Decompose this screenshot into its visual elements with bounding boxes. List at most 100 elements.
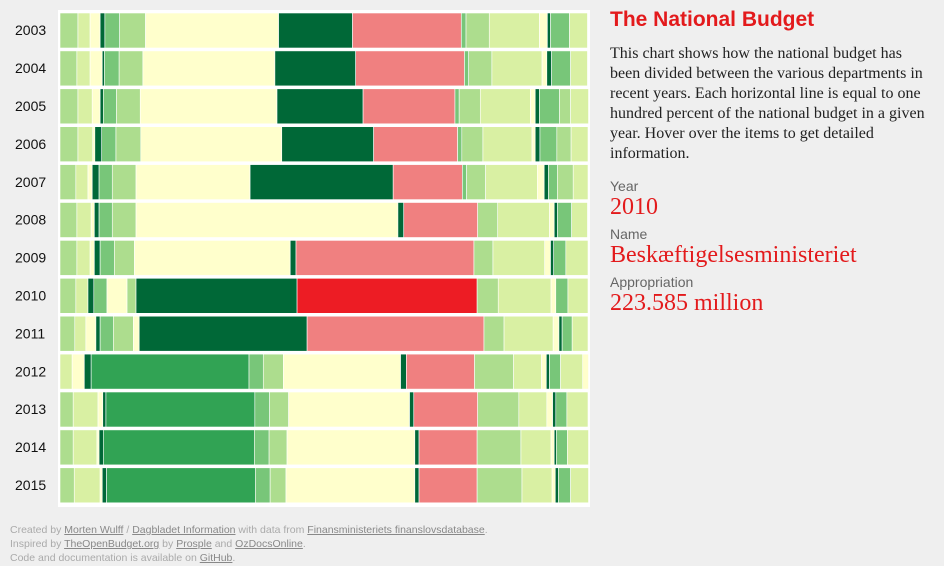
footer-link[interactable]: Prosple	[176, 538, 212, 550]
bar-segment	[249, 164, 394, 200]
y-tick-label: 2013	[15, 401, 46, 417]
bar-segment	[537, 164, 545, 200]
footer-text: .	[484, 524, 488, 536]
bar-segment	[541, 353, 547, 390]
description: This chart shows how the national budget…	[610, 45, 925, 162]
bar-segment	[544, 240, 551, 276]
bar-segment	[465, 12, 490, 49]
bar-segment	[75, 277, 89, 314]
bar-segment	[539, 12, 548, 49]
bar-segment	[560, 353, 584, 390]
bar-segment	[59, 126, 79, 162]
bar-segment	[582, 353, 589, 390]
bar-segment	[93, 277, 108, 314]
footer-link[interactable]: GitHub	[199, 552, 233, 564]
bar-segment	[553, 202, 558, 238]
bar-segment	[77, 88, 93, 125]
bar-segment	[362, 88, 456, 125]
bar-segment	[565, 240, 589, 276]
bar-segment	[98, 164, 113, 200]
title: The National Budget	[610, 8, 815, 31]
footer-link[interactable]: Morten Wulff	[64, 524, 124, 536]
bar-segment	[254, 391, 270, 428]
bar-segment	[102, 88, 117, 125]
bar-segment	[355, 50, 465, 87]
bar-segment	[557, 164, 574, 200]
bar-segment	[474, 353, 514, 390]
bar-segment	[102, 391, 107, 428]
bar-segment	[503, 315, 554, 352]
bar-segment	[400, 353, 407, 390]
bar-segment	[269, 467, 287, 504]
bar-segment	[550, 429, 555, 466]
bar-segment	[276, 88, 364, 125]
bar-segment	[561, 315, 573, 352]
y-tick-label: 2009	[15, 250, 46, 266]
bar-segment	[557, 202, 572, 238]
bar-segment	[59, 391, 74, 428]
footer-text: /	[123, 524, 133, 536]
bar-segment	[145, 12, 279, 49]
bar-segment	[98, 202, 113, 238]
bar-segment	[101, 126, 117, 162]
bar-segment	[94, 240, 101, 276]
bar-segment	[569, 12, 588, 49]
bar-segment	[549, 202, 555, 238]
bar-segment	[126, 277, 137, 314]
bar-segment	[520, 429, 552, 466]
bar-segment	[142, 50, 276, 87]
bar-segment	[99, 240, 115, 276]
bar-segment	[531, 126, 536, 162]
bar-segment	[283, 353, 401, 390]
footer-line: Inspired by TheOpenBudget.org by Prosple…	[10, 537, 488, 551]
bar-segment	[135, 202, 399, 238]
bar-segment	[87, 277, 95, 314]
bar-segment	[556, 429, 568, 466]
bar-segment	[76, 240, 91, 276]
bar-segment	[555, 277, 569, 314]
bar-segment	[59, 202, 78, 238]
bar-segment	[567, 429, 589, 466]
bar-segment	[409, 391, 415, 428]
bar-segment	[99, 12, 106, 49]
bar-segment	[94, 202, 100, 238]
bar-segment	[72, 391, 99, 428]
bar-segment	[135, 277, 298, 314]
field-label: Name	[610, 226, 648, 242]
bar-segment	[101, 467, 107, 504]
footer-text: and	[211, 538, 236, 550]
bar-segment	[552, 391, 557, 428]
bar-segment	[570, 467, 589, 504]
bar-segment	[570, 126, 589, 162]
footer-link[interactable]: Finansministeriets finanslovsdatabase	[307, 524, 485, 536]
bar-segment	[254, 429, 270, 466]
bar-segment	[59, 315, 76, 352]
bar-segment	[352, 12, 462, 49]
bar-segment	[461, 126, 484, 162]
bar-segment	[99, 315, 114, 352]
bar-segment	[572, 164, 589, 200]
y-tick-label: 2012	[15, 363, 46, 379]
bar-segment	[278, 12, 353, 49]
bar-segment	[571, 202, 588, 238]
bar-segment	[497, 277, 552, 314]
y-tick-label: 2007	[15, 174, 46, 190]
footer-link[interactable]: OzDocsOnline	[235, 538, 303, 550]
footer-link[interactable]: TheOpenBudget.org	[64, 538, 160, 550]
bar-segment	[488, 12, 540, 49]
bar-segment	[89, 12, 101, 49]
footer-link[interactable]: Dagbladet Information	[132, 524, 236, 536]
bar-segment	[476, 467, 523, 504]
bar-segment	[139, 88, 278, 125]
bar-segment	[541, 50, 548, 87]
bar-segment	[114, 240, 135, 276]
bar-segment	[106, 277, 128, 314]
bar-segment	[274, 50, 356, 87]
bar-segment	[543, 164, 549, 200]
bar-segment	[567, 277, 589, 314]
bar-segment	[289, 240, 297, 276]
bar-segment	[115, 126, 142, 162]
bar-segment	[286, 429, 416, 466]
bar-segment	[73, 467, 101, 504]
bar-segment	[477, 202, 499, 238]
